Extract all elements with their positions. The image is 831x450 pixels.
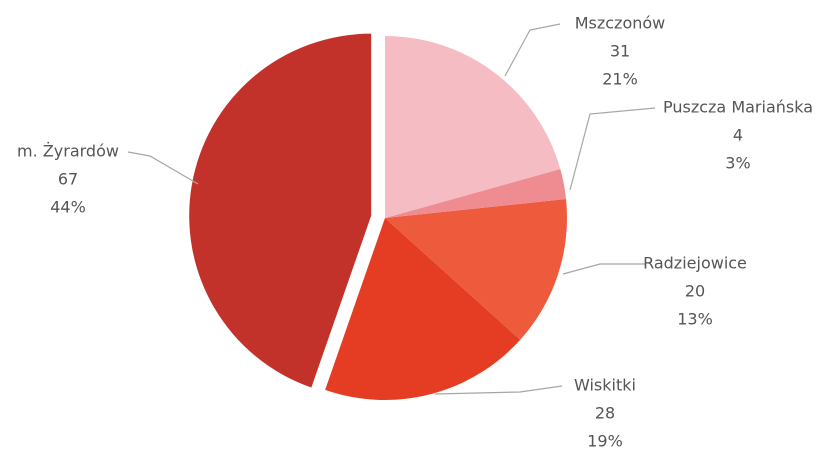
slice-value: 31 <box>610 42 630 61</box>
slice-label: Wiskitki <box>574 376 636 395</box>
pie-slice <box>325 218 521 400</box>
leader-line <box>569 107 656 191</box>
slice-value: 20 <box>685 282 705 301</box>
slice-percent: 19% <box>587 432 623 450</box>
slice-value: 28 <box>595 404 615 423</box>
slice-label: Mszczonów <box>575 14 666 33</box>
slice-label: Puszcza Mariańska <box>663 98 813 117</box>
slice-label: Radziejowice <box>643 254 747 273</box>
slice-percent: 13% <box>677 310 713 329</box>
slice-percent: 44% <box>50 198 86 217</box>
leader-line <box>562 263 645 275</box>
slice-label: m. Żyrardów <box>17 142 119 161</box>
leader-line <box>434 385 563 395</box>
leader-line <box>504 23 561 77</box>
pie-slice <box>385 36 561 218</box>
slice-value: 67 <box>58 170 78 189</box>
slice-value: 4 <box>733 126 743 145</box>
slice-percent: 21% <box>602 70 638 89</box>
slice-percent: 3% <box>725 154 750 173</box>
pie-slice <box>385 198 567 340</box>
leader-line <box>127 151 199 185</box>
pie-slice <box>189 33 372 388</box>
pie-slice <box>385 169 567 218</box>
